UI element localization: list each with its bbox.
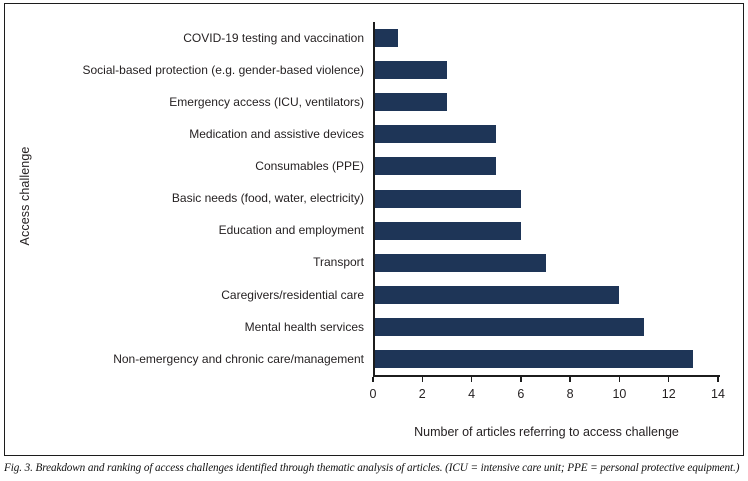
figure-caption: Fig. 3. Breakdown and ranking of access …: [4, 462, 740, 474]
bar-row: Transport: [5, 247, 741, 279]
x-tick: [717, 376, 719, 382]
bar-row: Consumables (PPE): [5, 150, 741, 182]
category-label: Medication and assistive devices: [189, 127, 364, 142]
bar-row: Caregivers/residential care: [5, 279, 741, 311]
y-axis-line: [373, 22, 375, 376]
x-tick: [470, 376, 473, 382]
category-label: Social-based protection (e.g. gender-bas…: [82, 62, 364, 77]
bar: [373, 61, 447, 80]
bar-row: Mental health services: [5, 311, 741, 343]
category-label: Mental health services: [244, 319, 364, 334]
category-label: Caregivers/residential care: [221, 287, 364, 302]
bar: [373, 29, 398, 48]
x-tick-label: 12: [661, 387, 676, 401]
category-label: Education and employment: [218, 223, 364, 238]
x-tick: [569, 376, 571, 382]
x-tick-label: 6: [517, 387, 525, 401]
category-label: Non-emergency and chronic care/managemen…: [113, 351, 364, 366]
bar: [373, 157, 497, 176]
x-tick: [520, 376, 522, 382]
bar: [373, 349, 694, 368]
x-tick-label: 8: [566, 387, 574, 401]
bar-row: Basic needs (food, water, electricity): [5, 182, 741, 214]
x-tick: [372, 376, 374, 382]
bar-row: Education and employment: [5, 215, 741, 247]
x-tick-label: 4: [468, 387, 476, 401]
category-label: Basic needs (food, water, electricity): [171, 191, 364, 206]
x-tick-label: 10: [612, 387, 627, 401]
category-label: COVID-19 testing and vaccination: [183, 30, 364, 45]
bar: [373, 93, 447, 112]
figure-frame: Access challenge COVID-19 testing and va…: [4, 3, 744, 456]
bar: [373, 253, 546, 272]
bar: [373, 317, 645, 336]
bar-row: Social-based protection (e.g. gender-bas…: [5, 54, 741, 86]
bar: [373, 189, 521, 208]
x-tick-label: 0: [369, 387, 377, 401]
bar-row: Medication and assistive devices: [5, 118, 741, 150]
bar-row: Emergency access (ICU, ventilators): [5, 86, 741, 118]
bar-rows: COVID-19 testing and vaccination Social-…: [5, 22, 741, 375]
category-label: Transport: [313, 255, 364, 270]
bar: [373, 285, 620, 304]
x-tick: [667, 376, 670, 382]
x-tick-label: 2: [418, 387, 426, 401]
bar: [373, 221, 521, 240]
category-label: Emergency access (ICU, ventilators): [169, 94, 364, 109]
x-axis-line: [373, 375, 720, 377]
x-tick-label: 14: [711, 387, 725, 401]
x-axis-title: Number of articles referring to access c…: [414, 425, 679, 439]
bar: [373, 125, 497, 144]
x-tick: [618, 376, 621, 382]
bar-row: Non-emergency and chronic care/managemen…: [5, 343, 741, 375]
x-tick: [421, 376, 424, 382]
bar-row: COVID-19 testing and vaccination: [5, 22, 741, 54]
category-label: Consumables (PPE): [255, 159, 364, 174]
